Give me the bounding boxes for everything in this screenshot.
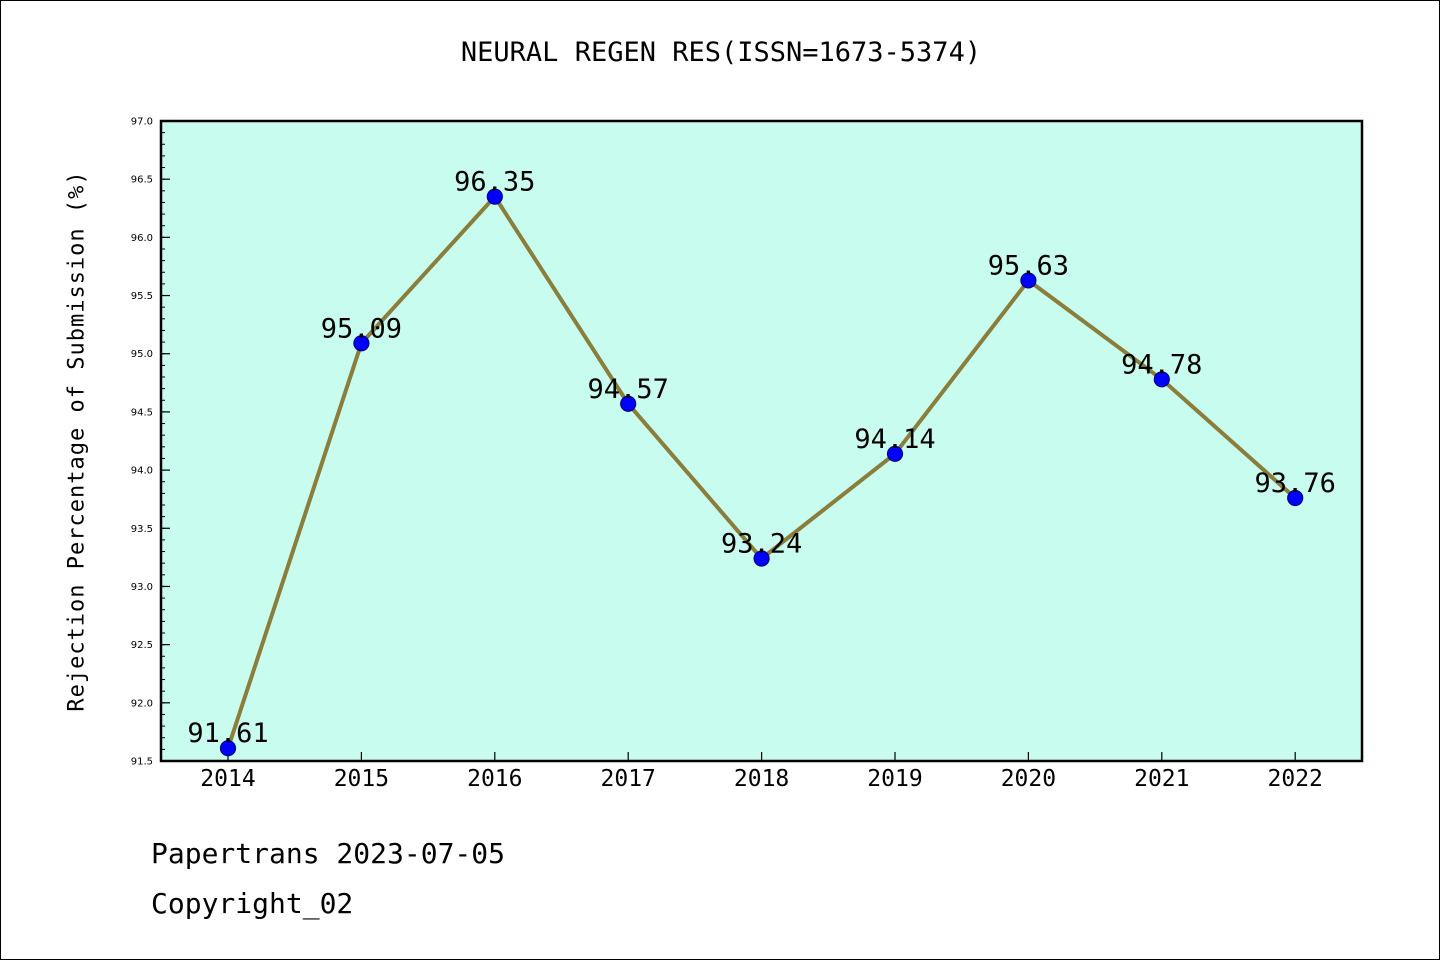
footer-copyright: Copyright_02: [151, 887, 354, 920]
x-tick-label: 2021: [1134, 766, 1189, 792]
data-point-marker: [1287, 489, 1304, 507]
data-label: 94.78: [1121, 349, 1202, 380]
data-label: 94.14: [854, 424, 935, 455]
x-tick-label: 2020: [1001, 766, 1056, 792]
x-axis-ticks: 2014 2015 2016 2017 2018 2019 2020 2021 2022: [200, 752, 1323, 792]
data-point-marker: [486, 188, 503, 205]
x-tick-label: 2015: [334, 766, 389, 792]
data-point-marker: [753, 550, 770, 567]
data-point-marker: [353, 335, 370, 352]
data-label: 93.24: [721, 529, 802, 560]
y-axis-ticks: 91.5 92.0 92.5 93.0 93.5 94.0 94.5 95.0 95.5 96.0…: [131, 117, 170, 768]
data-point-marker: [1153, 371, 1170, 388]
data-label: 93.76: [1255, 468, 1336, 499]
x-tick-label: 2016: [467, 766, 522, 792]
data-label: 95.63: [988, 250, 1069, 281]
y-tick-label: 95.5: [131, 291, 153, 302]
footer-date: Papertrans 2023-07-05: [151, 837, 506, 870]
chart-title: NEURAL REGEN RES(ISSN=1673-5374): [460, 37, 982, 68]
data-label: 91.61: [187, 718, 268, 749]
plot-area: [159, 119, 1364, 763]
y-tick-label: 94.5: [131, 407, 153, 418]
data-label: 94.57: [588, 374, 669, 405]
data-point-marker: [1020, 272, 1037, 289]
data-label: 96.35: [454, 167, 535, 198]
y-tick-label: 93.5: [131, 524, 153, 535]
data-labels: 91.61 95.09 96.35 94.57 93.24 94.14 95.63 94.78…: [187, 167, 1335, 750]
y-tick-label: 94.0: [131, 466, 153, 477]
y-tick-label: 96.0: [131, 233, 153, 244]
y-tick-label: 91.5: [131, 757, 153, 768]
x-tick-label: 2018: [734, 766, 789, 792]
x-tick-label: 2019: [867, 766, 922, 792]
y-tick-label: 97.0: [131, 117, 153, 128]
data-label: 95.09: [321, 313, 402, 344]
y-tick-label: 93.0: [131, 582, 153, 593]
data-point-marker: [620, 395, 637, 412]
y-tick-label: 92.0: [131, 698, 153, 709]
x-tick-label: 2014: [200, 766, 255, 792]
x-tick-label: 2017: [601, 766, 656, 792]
y-tick-label: 95.0: [131, 349, 153, 360]
data-point-marker: [886, 445, 904, 462]
data-point-marker: [219, 740, 237, 757]
y-tick-label: 96.5: [131, 175, 153, 186]
data-points: [219, 188, 1304, 757]
x-tick-label: 2022: [1268, 766, 1323, 792]
y-tick-label: 92.5: [131, 640, 153, 651]
